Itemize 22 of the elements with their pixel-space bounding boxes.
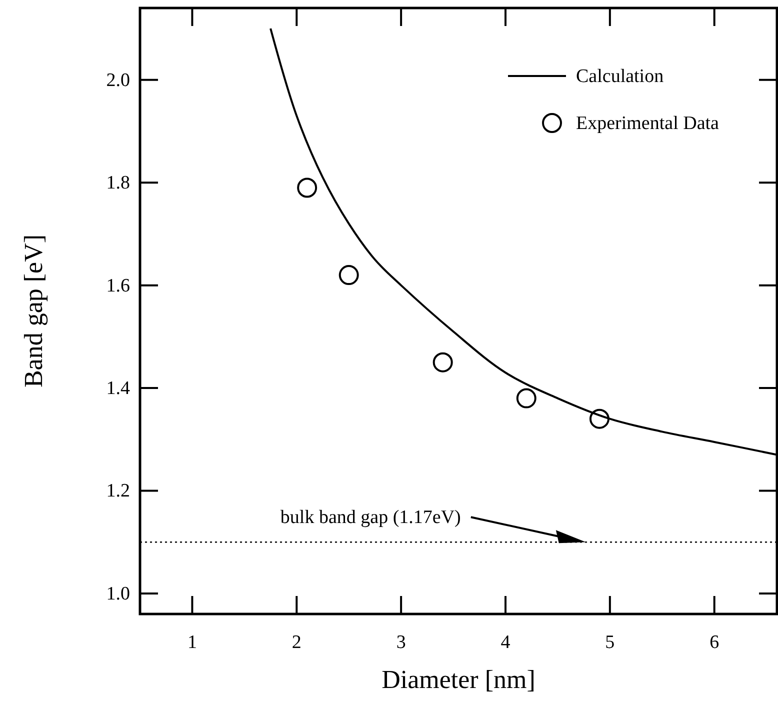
annotation: bulk band gap (1.17eV) [280,507,461,528]
y-tick-label: 1.4 [106,378,130,400]
point [338,265,359,286]
x-tick-label: 1 [187,632,197,653]
y-tick-label: 2.0 [106,70,130,91]
x-axis-title: Diameter [nm] [382,665,536,694]
y-tick-label: 1.6 [106,275,130,296]
point [297,178,318,198]
legend-label: Calculation [576,66,664,87]
legend-label: Experimental Data [576,113,720,134]
x-tick-label: 2 [292,632,302,653]
y-tick-label: 1.2 [106,480,130,502]
y-axis-title: Band gap [eV] [19,234,48,388]
point [432,352,453,372]
x-tick-label: 3 [396,632,406,653]
point [589,408,610,429]
y-tick-label: 1.0 [106,583,130,604]
y-tick-label: 1.8 [106,172,130,194]
point [516,388,536,408]
x-tick-label: 4 [500,632,511,653]
x-tick-label: 5 [605,632,615,653]
x-tick-label: 6 [710,632,720,653]
